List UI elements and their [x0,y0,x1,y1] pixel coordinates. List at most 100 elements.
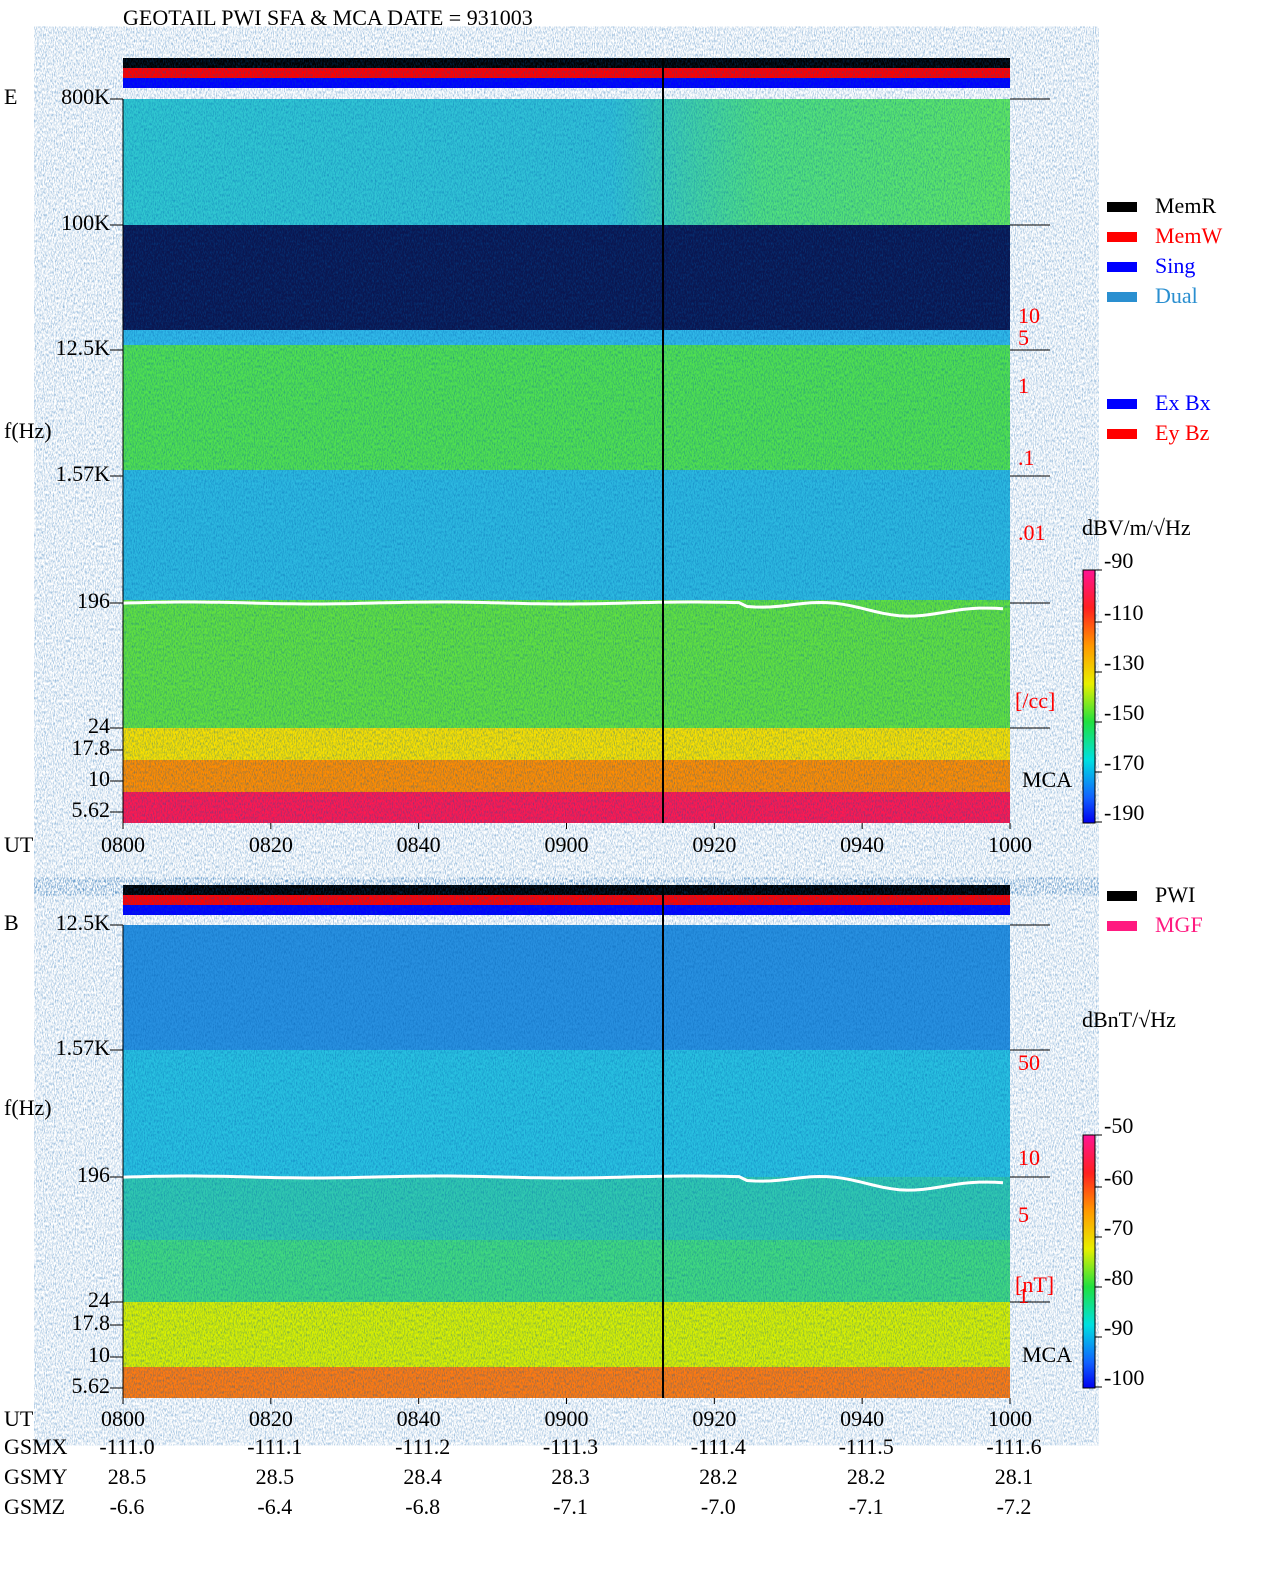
freq-tick-label: 24 [88,713,110,738]
legend-swatch [1107,399,1137,409]
freq-tick-label: 1.57K [56,1035,111,1060]
freq-tick-label: 5.62 [72,1373,111,1398]
status-bar [123,905,1010,915]
legend-swatch [1107,202,1137,212]
orbit-label: GSMZ [4,1494,65,1519]
time-tick-label: 0940 [840,1406,884,1431]
legend-swatch [1107,292,1137,302]
time-tick-label: 1000 [988,1406,1032,1431]
density-tick-label: 5 [1018,1202,1029,1227]
legend-label: MemW [1155,223,1222,248]
mca-label: MCA [1022,767,1072,792]
orbit-value: -111.2 [395,1434,450,1459]
colorbar-tick-label: -70 [1104,1215,1133,1240]
colorbar-tick-label: -100 [1104,1365,1144,1390]
plasma-line [122,600,1004,618]
colorbar-tick-label: -170 [1104,750,1144,775]
colorbar-tick-label: -190 [1104,800,1144,825]
freq-tick-label: 196 [77,588,110,613]
time-tick-label: 0920 [692,1406,736,1431]
time-tick-label: 0900 [545,1406,589,1431]
orbit-value: 28.2 [699,1464,738,1489]
legend-label: Ey Bz [1155,420,1210,445]
freq-tick-label: 10 [88,1342,110,1367]
freq-tick-label: 100K [61,210,110,235]
legend-label: Dual [1155,283,1198,308]
colorbar-tick-label: -80 [1104,1265,1133,1290]
orbit-value: -111.4 [691,1434,746,1459]
colorbar [1082,569,1096,824]
axis-label: f(Hz) [4,1095,52,1120]
time-tick-label: 0840 [397,832,441,857]
freq-tick-label: 10 [88,766,110,791]
colorbar [1082,1134,1096,1389]
status-bar [123,885,1010,895]
orbit-value: -111.1 [247,1434,302,1459]
panel-label: E [4,84,17,109]
orbit-value: -7.2 [997,1494,1032,1519]
legend-label: PWI [1155,882,1195,907]
orbit-value: 28.1 [995,1464,1034,1489]
freq-tick-label: 5.62 [72,797,111,822]
density-tick-label: 5 [1018,325,1029,350]
orbit-value: -111.0 [99,1434,154,1459]
colorbar-unit: dBV/m/√Hz [1082,515,1191,540]
freq-tick-label: 800K [61,84,110,109]
freq-tick-label: 17.8 [72,1310,111,1335]
density-tick-label: .01 [1018,520,1046,545]
time-axis-label: UT [4,832,34,857]
plasma-line [122,1174,1004,1192]
colorbar-tick-label: -150 [1104,700,1144,725]
legend-swatch [1107,921,1137,931]
legend-swatch [1107,232,1137,242]
legend-swatch [1107,262,1137,272]
panel-label: B [4,910,19,935]
time-tick-label: 0900 [545,832,589,857]
axis-label: f(Hz) [4,418,52,443]
orbit-value: -7.1 [849,1494,884,1519]
orbit-value: 28.5 [256,1464,295,1489]
spectrogram-noise [123,99,1010,823]
time-tick-label: 0800 [101,832,145,857]
freq-tick-label: 12.5K [56,910,111,935]
density-tick-label: 50 [1018,1050,1040,1075]
orbit-value: -111.6 [986,1434,1041,1459]
colorbar-tick-label: -90 [1104,1315,1133,1340]
colorbar-tick-label: -130 [1104,650,1144,675]
orbit-value: -111.5 [839,1434,894,1459]
orbit-value: -6.6 [110,1494,145,1519]
density-tick-label: .1 [1018,445,1035,470]
colorbar-tick-label: -50 [1104,1113,1133,1138]
legend-swatch [1107,891,1137,901]
orbit-value: -111.3 [543,1434,598,1459]
time-tick-label: 1000 [988,832,1032,857]
status-bar [123,78,1010,88]
orbit-value: 28.4 [403,1464,442,1489]
density-unit: [/cc] [1015,688,1055,713]
orbit-value: 28.5 [108,1464,147,1489]
time-tick-label: 0940 [840,832,884,857]
status-bar [123,895,1010,905]
orbit-value: -7.0 [701,1494,736,1519]
density-tick-label: 10 [1018,303,1040,328]
freq-tick-label: 196 [77,1162,110,1187]
colorbar-unit: dBnT/√Hz [1082,1007,1176,1032]
mca-label: MCA [1022,1342,1072,1367]
time-tick-label: 0840 [397,1406,441,1431]
density-unit: [nT] [1015,1272,1054,1297]
time-tick-label: 0800 [101,1406,145,1431]
legend-swatch [1107,429,1137,439]
title: GEOTAIL PWI SFA & MCA DATE = 931003 [123,5,533,30]
status-bar [123,58,1010,68]
freq-tick-label: 1.57K [56,461,111,486]
legend-label: MemR [1155,193,1216,218]
time-axis-label: UT [4,1406,34,1431]
colorbar-tick-label: -60 [1104,1165,1133,1190]
colorbar-tick-label: -90 [1104,548,1133,573]
time-tick-label: 0820 [249,1406,293,1431]
legend-label: MGF [1155,912,1203,937]
freq-tick-label: 12.5K [56,335,111,360]
orbit-value: -7.1 [553,1494,588,1519]
orbit-value: -6.4 [257,1494,292,1519]
